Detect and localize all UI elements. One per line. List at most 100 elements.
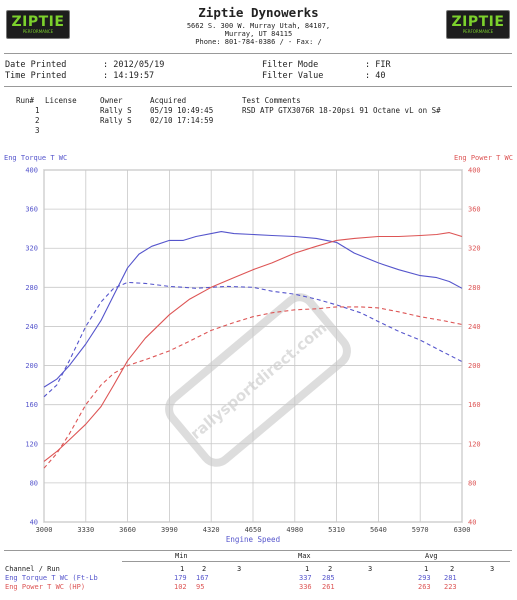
- test-comments-header: Test Comments: [242, 96, 301, 105]
- x-tick-label: 3000: [36, 526, 53, 534]
- logo-subtext: PERFORMANCE: [22, 29, 54, 34]
- address-line-2: Murray, UT 84115: [224, 30, 293, 38]
- address-line-3: Phone: 801-784-0386 / - Fax: /: [195, 38, 322, 46]
- date-printed-value: : 2012/05/19: [103, 60, 165, 70]
- y-tick-label-left: 40: [30, 519, 38, 527]
- run-owner: Rally S: [100, 116, 132, 125]
- divider: [4, 53, 512, 54]
- x-tick-label: 3330: [77, 526, 94, 534]
- run-acquired: 02/10 17:14:59: [150, 116, 214, 125]
- run-number: 3: [35, 126, 40, 135]
- y-tick-label-right: 320: [468, 245, 481, 253]
- summary-run-label: 2: [202, 565, 207, 573]
- summary-avg-header: Avg: [425, 552, 438, 560]
- license-header: License: [45, 96, 77, 105]
- watermark-text: rallysportdirect.com: [187, 319, 330, 443]
- y-tick-label-right: 280: [468, 284, 481, 292]
- logo-subtext: PERFORMANCE: [462, 29, 494, 34]
- x-tick-label: 5640: [370, 526, 387, 534]
- run-owner: Rally S: [100, 106, 132, 115]
- watermark: rallysportdirect.com: [165, 293, 351, 467]
- divider: [4, 86, 512, 87]
- y-tick-label-right: 40: [468, 519, 476, 527]
- y-tick-label-left: 360: [25, 206, 38, 214]
- summary-row-label: Eng Torque T WC (Ft-Lb: [5, 574, 98, 582]
- summary-run-label: 3: [490, 565, 495, 573]
- torque-series-run-1: [43, 231, 463, 388]
- y-tick-label-left: 240: [25, 323, 38, 331]
- run-acquired: 05/19 10:49:45: [150, 106, 214, 115]
- filter-value-value: : 40: [365, 71, 386, 81]
- summary-run-label: 3: [368, 565, 373, 573]
- run-number: 1: [35, 106, 40, 115]
- y-tick-label-right: 80: [468, 479, 476, 487]
- x-tick-label: 4980: [286, 526, 303, 534]
- run-number: 2: [35, 116, 40, 125]
- power-series-run-1: [43, 232, 463, 462]
- time-printed-label: Time Printed: [5, 71, 67, 81]
- watermark-frame: [165, 293, 351, 467]
- summary-run-label: 2: [450, 565, 455, 573]
- summary-min-value: 167: [196, 574, 209, 582]
- power-series-run-2: [43, 306, 463, 469]
- x-tick-label: 3660: [119, 526, 136, 534]
- x-tick-label: 4320: [203, 526, 220, 534]
- y-tick-label-right: 120: [468, 440, 481, 448]
- summary-run-label: 1: [305, 565, 310, 573]
- x-tick-label: 3990: [161, 526, 178, 534]
- y-tick-label-left: 200: [25, 362, 38, 370]
- summary-max-header: Max: [298, 552, 311, 560]
- summary-max-value: 261: [322, 583, 335, 591]
- y-tick-label-right: 200: [468, 362, 481, 370]
- run-header: Run#: [16, 96, 35, 105]
- acquired-header: Acquired: [150, 96, 187, 105]
- summary-run-label: 2: [328, 565, 333, 573]
- summary-run-label: 1: [424, 565, 429, 573]
- summary-row-label: Eng Power T WC (HP): [5, 583, 86, 591]
- y-tick-label-right: 400: [468, 167, 481, 175]
- x-tick-label: 5310: [328, 526, 345, 534]
- owner-header: Owner: [100, 96, 123, 105]
- company-title: Ziptie Dynowerks: [198, 5, 319, 20]
- time-printed-value: : 14:19:57: [103, 71, 155, 81]
- filter-mode-value: : FIR: [365, 60, 391, 70]
- divider: [4, 550, 512, 551]
- x-tick-label: 5970: [412, 526, 429, 534]
- dyno-chart: rallysportdirect.com 3000 3330 3660 3990 4320…: [4, 154, 513, 544]
- logo-text: ZIPTIE: [451, 14, 505, 30]
- y-tick-label-left: 80: [30, 479, 38, 487]
- y-tick-label-left: 400: [25, 167, 38, 175]
- summary-min-header: Min: [175, 552, 188, 560]
- logo-text: ZIPTIE: [11, 14, 65, 30]
- x-axis-title: Engine Speed: [226, 535, 280, 544]
- company-logo-right: ZIPTIE PERFORMANCE: [446, 10, 510, 39]
- run-comments: RSD ATP GTX3076R 18-20psi 91 Octane vL o…: [242, 106, 441, 115]
- company-logo-left: ZIPTIE PERFORMANCE: [6, 10, 70, 39]
- address-line-1: 5662 S. 300 W. Murray Utah, 84107,: [186, 22, 331, 30]
- summary-channel-header: Channel / Run: [5, 565, 60, 573]
- summary-max-value: 285: [322, 574, 335, 582]
- summary-run-label: 3: [237, 565, 242, 573]
- summary-min-value: 95: [196, 583, 205, 591]
- y-tick-label-left: 120: [25, 440, 38, 448]
- summary-avg-value: 223: [444, 583, 457, 591]
- summary-max-value: 336: [299, 583, 312, 591]
- y-tick-label-left: 320: [25, 245, 38, 253]
- divider: [122, 561, 510, 562]
- y-tick-label-right: 160: [468, 401, 481, 409]
- filter-value-label: Filter Value: [262, 71, 324, 81]
- x-tick-label: 4650: [245, 526, 262, 534]
- summary-max-value: 337: [299, 574, 312, 582]
- filter-mode-label: Filter Mode: [262, 60, 319, 70]
- date-printed-label: Date Printed: [5, 60, 67, 70]
- x-tick-label: 6300: [454, 526, 471, 534]
- y-axis-title-right: Eng Power T WC: [454, 154, 513, 162]
- y-tick-label-left: 160: [25, 401, 38, 409]
- summary-run-label: 1: [180, 565, 185, 573]
- summary-avg-value: 281: [444, 574, 457, 582]
- y-tick-label-right: 240: [468, 323, 481, 331]
- torque-series-run-2: [43, 281, 463, 398]
- y-axis-title-left: Eng Torque T WC: [4, 154, 67, 162]
- y-tick-label-right: 360: [468, 206, 481, 214]
- summary-avg-value: 263: [418, 583, 431, 591]
